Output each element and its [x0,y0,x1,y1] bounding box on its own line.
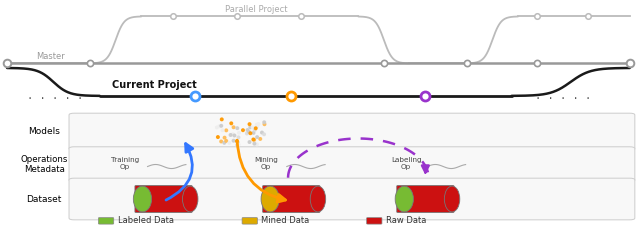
FancyBboxPatch shape [99,218,114,224]
Point [252,123,262,126]
Point [218,128,228,132]
Text: Raw Data: Raw Data [386,217,426,225]
Point [253,122,264,126]
Point [226,121,236,125]
Point [255,137,266,141]
Point [259,121,269,124]
Point [216,140,227,143]
Point [250,128,260,132]
Point [252,135,262,139]
Text: Mined Data: Mined Data [261,217,310,225]
Text: Mining
Op: Mining Op [254,157,278,170]
Point [234,136,244,139]
Point [244,130,254,133]
Point [252,125,262,128]
Text: Models: Models [28,127,60,136]
Point [249,138,259,142]
Point [248,138,259,141]
Point [228,139,239,143]
Ellipse shape [395,186,413,212]
Point [234,143,244,146]
Text: Operations
Metadata: Operations Metadata [20,155,68,174]
Point [244,122,255,126]
Text: Labeled Data: Labeled Data [118,217,173,225]
Point [228,132,238,136]
Text: Dataset: Dataset [26,195,62,204]
Ellipse shape [261,186,279,212]
Point [242,132,252,135]
Point [232,143,242,147]
Text: Master: Master [36,52,65,61]
Point [220,136,230,139]
Point [219,141,229,145]
Point [232,126,243,130]
Ellipse shape [310,186,326,212]
Point [217,118,227,121]
Point [221,128,231,132]
Point [216,124,227,128]
Point [257,131,267,134]
FancyBboxPatch shape [69,113,635,150]
Point [228,126,239,129]
Point [224,141,234,145]
Point [251,126,261,130]
Text: Current Project: Current Project [113,80,197,90]
Ellipse shape [182,186,198,212]
Point [221,139,231,143]
FancyBboxPatch shape [262,185,320,212]
Point [225,133,236,137]
Point [248,131,259,135]
Ellipse shape [133,186,152,212]
Point [212,135,223,139]
FancyBboxPatch shape [397,185,454,212]
Point [252,143,262,146]
Point [238,128,248,132]
Point [248,126,258,129]
FancyBboxPatch shape [242,218,257,224]
FancyBboxPatch shape [69,178,635,220]
Point [232,140,243,144]
Text: Parallel Project: Parallel Project [225,5,287,14]
FancyBboxPatch shape [135,185,192,212]
Text: Labeling
Op: Labeling Op [391,157,422,170]
Point [232,139,242,143]
Point [259,133,269,136]
FancyBboxPatch shape [367,218,382,224]
Point [249,142,259,146]
Text: . . . . .: . . . . . [27,91,83,101]
Ellipse shape [444,186,460,212]
Text: . . . . .: . . . . . [534,91,591,101]
Point [214,124,225,128]
Point [234,131,244,135]
FancyBboxPatch shape [69,147,635,182]
Point [243,128,253,132]
Point [259,122,269,126]
Point [245,131,255,135]
Point [229,134,239,137]
Text: Training
Op: Training Op [111,157,140,170]
Point [244,140,255,144]
Point [245,126,255,129]
Point [212,126,222,129]
